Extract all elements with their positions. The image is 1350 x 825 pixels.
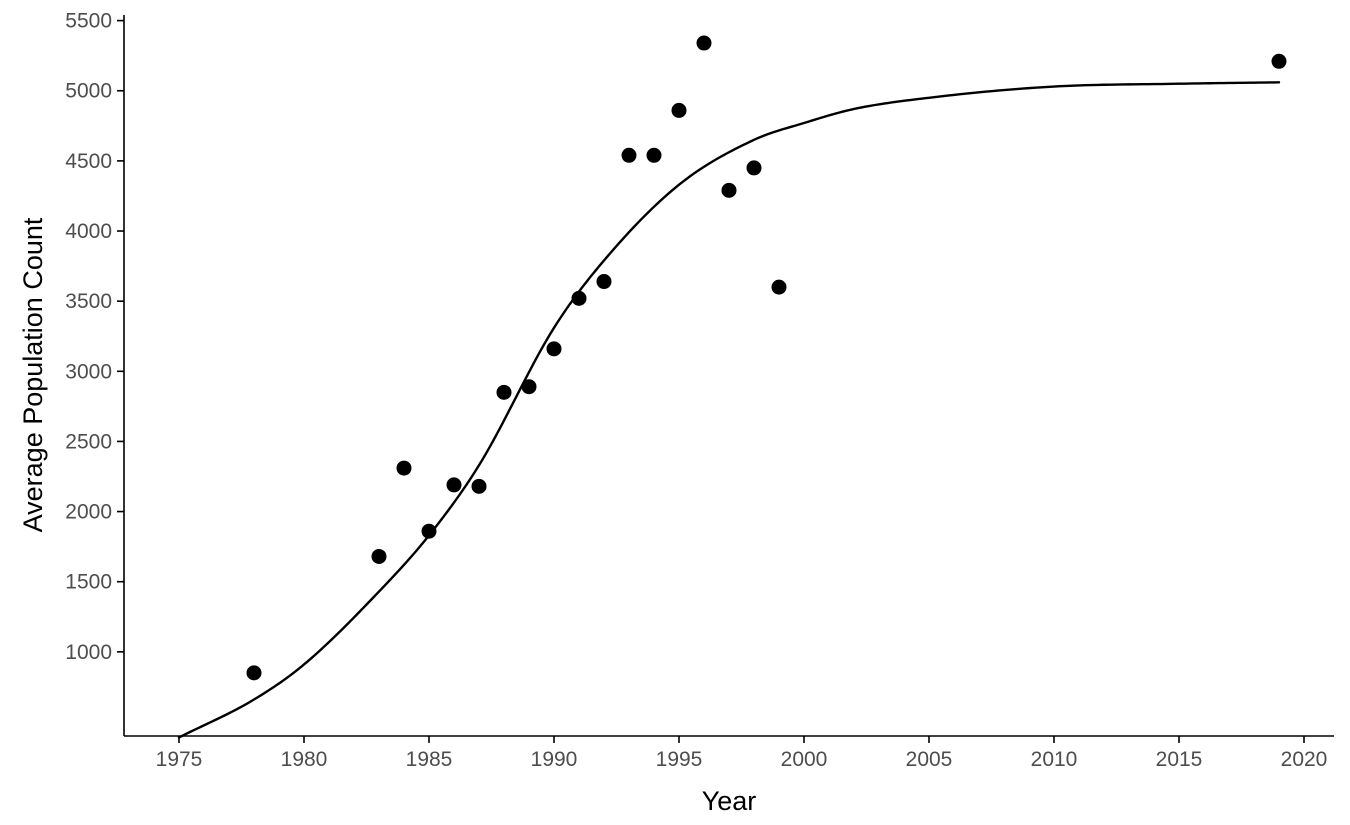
- x-axis-title: Year: [702, 786, 757, 816]
- data-point: [671, 102, 687, 118]
- data-point: [721, 182, 737, 198]
- data-point: [396, 460, 412, 476]
- data-point: [471, 478, 487, 494]
- y-tick-label: 5500: [65, 10, 112, 33]
- data-point: [696, 35, 712, 51]
- y-tick-label: 1000: [65, 641, 112, 664]
- data-point: [446, 477, 462, 493]
- x-tick-label: 2000: [781, 748, 828, 771]
- x-tick-label: 1975: [156, 748, 203, 771]
- data-point: [496, 384, 512, 400]
- y-ticks: 1000 1500 2000 2500 3000 3500 4000 4500 5000 5500: [65, 10, 124, 664]
- fit-curve-line: [177, 81, 1281, 739]
- data-points: [246, 35, 1287, 681]
- y-tick-label: 5000: [65, 80, 112, 103]
- axes: [123, 15, 1334, 737]
- x-tick-label: 2005: [906, 748, 953, 771]
- data-point: [521, 379, 537, 395]
- data-point: [596, 274, 612, 290]
- data-point: [371, 548, 387, 564]
- y-tick-label: 2000: [65, 501, 112, 524]
- x-tick-label: 2010: [1031, 748, 1078, 771]
- x-tick-label: 1980: [281, 748, 328, 771]
- y-tick-label: 2500: [65, 430, 112, 453]
- data-point: [421, 523, 437, 539]
- data-point: [646, 147, 662, 163]
- x-tick-label: 2020: [1281, 748, 1328, 771]
- data-point: [621, 147, 637, 163]
- data-point: [746, 160, 762, 176]
- y-tick-label: 3500: [65, 290, 112, 313]
- data-point: [571, 290, 587, 306]
- y-tick-label: 4000: [65, 220, 112, 243]
- x-tick-label: 2015: [1156, 748, 1203, 771]
- y-axis-title: Average Population Count: [18, 217, 48, 532]
- y-tick-label: 1500: [65, 571, 112, 594]
- data-point: [771, 279, 787, 295]
- data-point: [1271, 53, 1287, 69]
- y-tick-label: 3000: [65, 360, 112, 383]
- data-point: [546, 341, 562, 357]
- x-ticks: 1975 1980 1985 1990 1995 2000 2005 2010 2015 2020: [156, 736, 1328, 771]
- y-tick-label: 4500: [65, 150, 112, 173]
- x-tick-label: 1985: [406, 748, 453, 771]
- data-point: [246, 665, 262, 681]
- x-tick-label: 1995: [656, 748, 703, 771]
- x-tick-label: 1990: [531, 748, 578, 771]
